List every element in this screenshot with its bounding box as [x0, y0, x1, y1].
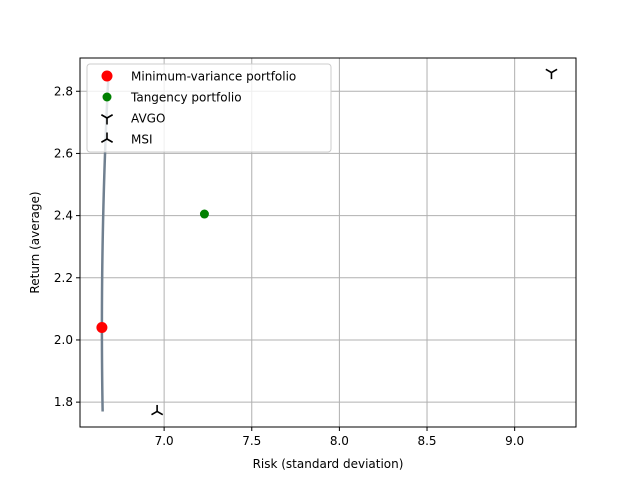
x-axis-label: Risk (standard deviation): [253, 457, 404, 471]
y-tick-label: 2.2: [54, 271, 73, 285]
x-tick-label: 7.5: [242, 434, 261, 448]
y-tick-label: 2.0: [54, 333, 73, 347]
legend-avgo-label: AVGO: [131, 112, 165, 126]
x-tick-label: 9.0: [505, 434, 524, 448]
marker-stroke: [551, 68, 558, 74]
legend: Minimum-variance portfolio Tangency portf…: [86, 63, 332, 153]
legend-msi-marker: [100, 132, 114, 143]
x-tick-label: 7.0: [155, 434, 174, 448]
tangency-portfolio-marker: [199, 209, 209, 219]
x-axis-ticks: 7.0 7.5 8.0 8.5 9.0: [155, 427, 524, 448]
legend-tangency-portfolio-label: Tangency portfolio: [130, 91, 242, 105]
legend-minimum-variance-portfolio-marker: [101, 70, 113, 82]
msi-marker: [151, 404, 164, 416]
marker-stroke: [100, 114, 108, 119]
legend-msi-label: MSI: [131, 133, 153, 147]
legend-minimum-variance-portfolio-label: Minimum-variance portfolio: [131, 70, 296, 84]
legend-box: [86, 63, 332, 153]
x-tick-label: 8.5: [417, 434, 436, 448]
y-tick-label: 1.8: [54, 395, 73, 409]
marker-stroke: [100, 138, 108, 143]
marker-stroke: [545, 68, 552, 74]
y-axis-ticks: 1.8 2.0 2.2 2.4 2.6 2.8: [54, 84, 80, 409]
axes-frame: [79, 57, 577, 428]
x-tick-label: 8.0: [330, 434, 349, 448]
y-tick-label: 2.8: [54, 84, 73, 98]
marker-stroke: [106, 138, 114, 143]
y-tick-label: 2.4: [54, 209, 73, 223]
legend-tangency-portfolio-marker: [102, 92, 112, 102]
avgo-marker: [545, 68, 558, 80]
marker-stroke: [151, 410, 158, 416]
legend-avgo-marker: [100, 114, 114, 125]
portfolio-markers: [96, 68, 558, 416]
y-axis-label: Return (average): [28, 191, 42, 293]
y-tick-label: 2.6: [54, 146, 73, 160]
minimum-variance-portfolio-marker: [96, 322, 108, 334]
marker-stroke: [156, 410, 164, 416]
marker-stroke: [106, 114, 114, 119]
